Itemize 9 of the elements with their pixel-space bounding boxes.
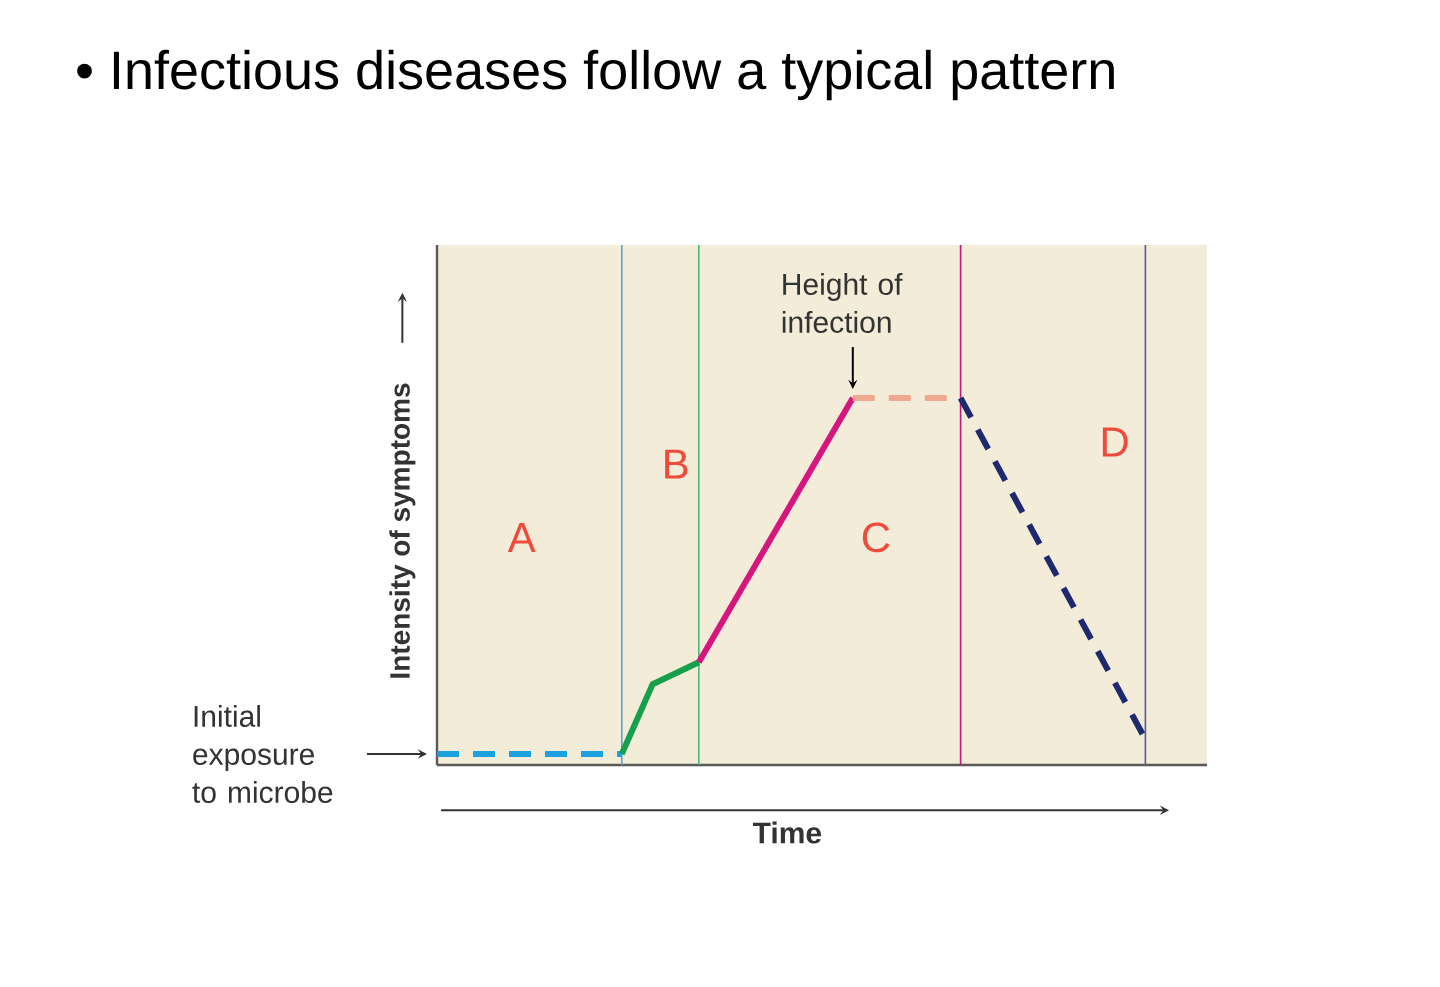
annotation: D: [1102, 427, 1128, 457]
annotation: A: [507, 523, 536, 552]
chart-title: • Infectious diseases follow a typical pattern: [77, 49, 1114, 101]
text: Initial exposure to microbe: [192, 704, 333, 803]
x-axis-title: Time: [752, 821, 822, 844]
text: Height of infection: [782, 272, 903, 333]
y-axis-title: Intensity of symptoms: [389, 383, 416, 678]
annotation: C: [862, 522, 890, 553]
annotation: B: [665, 449, 688, 479]
